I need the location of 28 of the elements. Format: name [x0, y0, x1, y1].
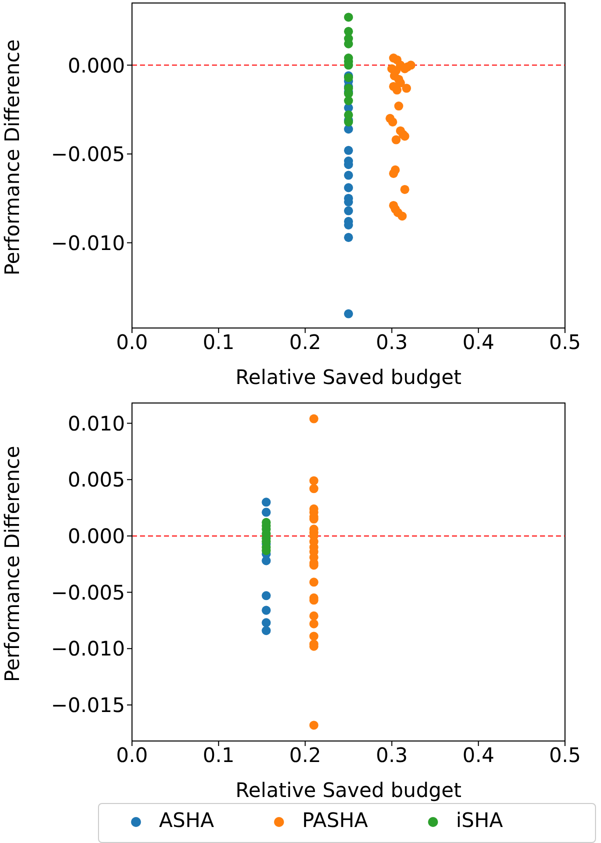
x-tick-label: 0.3	[376, 743, 408, 768]
y-tick-label: −0.005	[50, 142, 125, 166]
y-tick-label: 0.005	[68, 468, 125, 492]
y-axis-title: Performance Difference	[0, 39, 24, 276]
x-tick-label: 0.5	[549, 330, 581, 354]
x-axis-title: Relative Saved budget	[235, 365, 462, 389]
x-tick-label: 0.0	[116, 743, 148, 768]
x-tick-label: 0.2	[289, 330, 322, 354]
legend-label: ASHA	[159, 808, 214, 832]
legend-label: PASHA	[302, 808, 368, 832]
legend-label: iSHA	[456, 808, 503, 832]
y-axis-title: Performance Difference	[0, 446, 24, 682]
y-tick-label: −0.005	[50, 580, 125, 604]
x-tick-label: 0.1	[202, 743, 235, 768]
y-tick-label: 0.000	[68, 53, 125, 78]
x-tick-label: 0.2	[289, 743, 322, 768]
y-tick-label: 0.000	[68, 524, 125, 548]
x-tick-label: 0.0	[116, 330, 148, 354]
x-tick-label: 0.4	[462, 743, 494, 768]
y-tick-label: 0.010	[68, 411, 125, 436]
y-tick-label: −0.015	[50, 693, 125, 718]
y-tick-label: −0.010	[50, 230, 125, 255]
x-tick-label: 0.1	[202, 330, 235, 354]
y-tick-label: −0.010	[50, 636, 125, 661]
x-tick-label: 0.3	[376, 330, 408, 354]
x-tick-label: 0.4	[462, 330, 494, 354]
x-tick-label: 0.5	[549, 743, 581, 768]
x-axis-title: Relative Saved budget	[235, 778, 462, 802]
